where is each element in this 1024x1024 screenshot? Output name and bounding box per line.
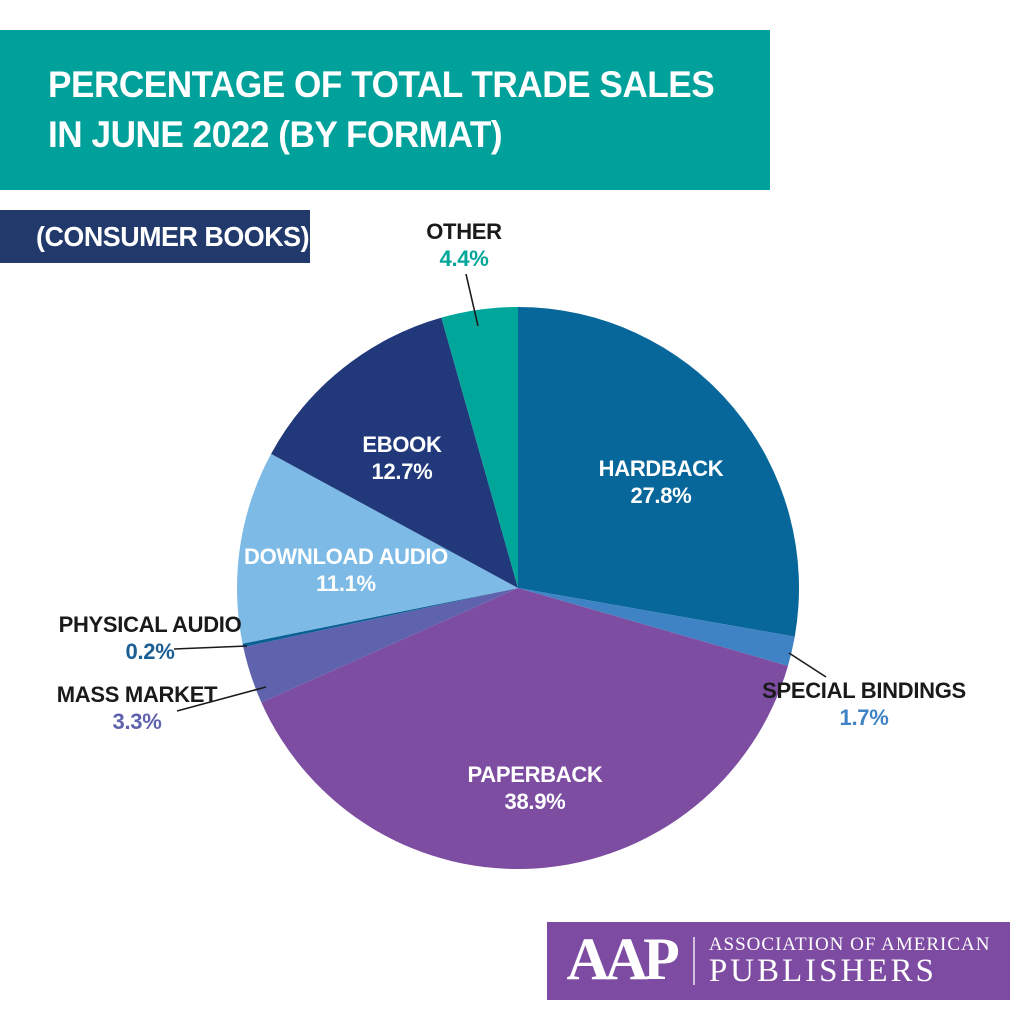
label-ebook: EBOOK 12.7% bbox=[362, 431, 441, 485]
aap-org-line1: ASSOCIATION OF AMERICAN bbox=[708, 933, 991, 955]
label-special-bindings-name: SPECIAL BINDINGS bbox=[762, 678, 966, 703]
label-mass-market-name: MASS MARKET bbox=[56, 682, 218, 707]
pie-slice-special-bindings bbox=[518, 588, 795, 666]
label-hardback-name: HARDBACK bbox=[598, 456, 724, 481]
label-paperback: PAPERBACK 38.9% bbox=[467, 761, 602, 815]
label-special-bindings: SPECIAL BINDINGS 1.7% bbox=[762, 677, 966, 731]
aap-org-line2: PUBLISHERS bbox=[708, 952, 937, 989]
label-other-pct: 4.4% bbox=[439, 246, 489, 271]
pie-slice-paperback bbox=[261, 588, 788, 869]
aap-logo-name: ASSOCIATION OF AMERICAN PUBLISHERS bbox=[708, 933, 991, 989]
pie-slice-other bbox=[441, 307, 518, 588]
label-physical-audio-name: PHYSICAL AUDIO bbox=[58, 612, 242, 637]
subtitle-label: (CONSUMER BOOKS) bbox=[36, 220, 310, 252]
aap-logo-banner: AAP ASSOCIATION OF AMERICAN PUBLISHERS bbox=[547, 922, 1010, 1000]
logo-divider bbox=[692, 937, 695, 985]
label-special-bindings-pct: 1.7% bbox=[839, 705, 889, 730]
label-hardback: HARDBACK 27.8% bbox=[599, 455, 724, 509]
page-title-line1: PERCENTAGE OF TOTAL TRADE SALES bbox=[48, 64, 715, 105]
label-ebook-name: EBOOK bbox=[362, 432, 442, 457]
label-download-audio-pct: 11.1% bbox=[316, 571, 376, 596]
pie-slice-hardback bbox=[518, 307, 799, 637]
pie-slice-mass-market bbox=[243, 588, 518, 703]
leader-lines bbox=[173, 273, 827, 712]
subtitle-banner: (CONSUMER BOOKS) bbox=[0, 210, 310, 263]
label-ebook-pct: 12.7% bbox=[371, 459, 433, 484]
pie-slice-download-audio bbox=[237, 453, 519, 644]
label-physical-audio: PHYSICAL AUDIO 0.2% bbox=[59, 611, 242, 665]
label-download-audio: DOWNLOAD AUDIO 11.1% bbox=[244, 543, 448, 597]
label-paperback-pct: 38.9% bbox=[504, 789, 566, 814]
pie-slices bbox=[237, 307, 799, 869]
label-hardback-pct: 27.8% bbox=[630, 483, 692, 508]
pie-slice-ebook bbox=[271, 317, 518, 588]
pie-slice-physical-audio bbox=[242, 588, 518, 648]
label-other-name: OTHER bbox=[426, 219, 502, 244]
label-download-audio-name: DOWNLOAD AUDIO bbox=[244, 544, 448, 569]
leader-line-special-bindings bbox=[788, 652, 827, 678]
leader-line-mass-market bbox=[176, 686, 267, 712]
label-paperback-name: PAPERBACK bbox=[467, 762, 603, 787]
page-title-line2: IN JUNE 2022 (BY FORMAT) bbox=[48, 114, 503, 155]
aap-logo-abbr: AAP bbox=[566, 926, 680, 992]
leader-line-other bbox=[465, 273, 479, 327]
leader-line-physical-audio bbox=[173, 645, 248, 650]
label-physical-audio-pct: 0.2% bbox=[125, 639, 175, 664]
label-mass-market-pct: 3.3% bbox=[112, 709, 162, 734]
label-mass-market: MASS MARKET 3.3% bbox=[56, 681, 218, 735]
label-other: OTHER 4.4% bbox=[426, 218, 502, 272]
title-banner: PERCENTAGE OF TOTAL TRADE SALES IN JUNE … bbox=[0, 30, 770, 190]
